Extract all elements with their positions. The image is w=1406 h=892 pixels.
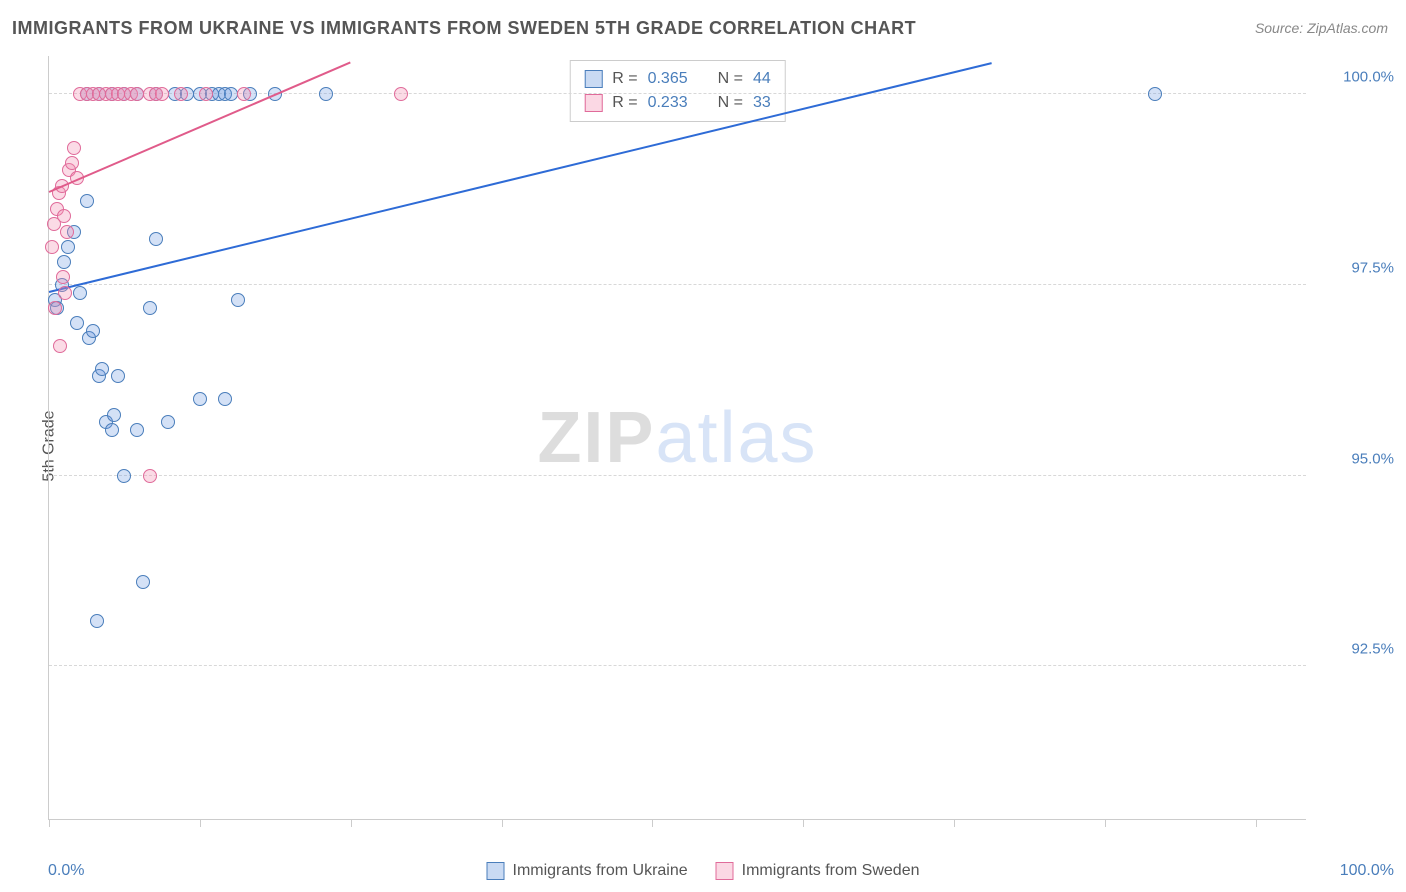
y-tick-label: 92.5%	[1314, 641, 1394, 658]
scatter-point	[199, 87, 213, 101]
legend-label-sweden: Immigrants from Sweden	[742, 862, 920, 880]
stats-row-ukraine: R = 0.365 N = 44	[584, 67, 771, 91]
stats-row-sweden: R = 0.233 N = 33	[584, 91, 771, 115]
source-site: ZipAtlas.com	[1307, 20, 1388, 36]
x-tick	[351, 819, 352, 827]
scatter-point	[57, 209, 71, 223]
scatter-point	[58, 286, 72, 300]
x-axis-max-label: 100.0%	[1340, 862, 1394, 880]
scatter-point	[57, 255, 71, 269]
scatter-point	[80, 194, 94, 208]
scatter-point	[73, 286, 87, 300]
source-label: Source:	[1255, 20, 1307, 36]
x-tick	[1256, 819, 1257, 827]
x-tick	[49, 819, 50, 827]
stat-n-label: N =	[718, 91, 743, 115]
x-tick	[502, 819, 503, 827]
scatter-point	[61, 240, 75, 254]
watermark-atlas: atlas	[655, 398, 817, 478]
x-tick	[652, 819, 653, 827]
watermark-zip: ZIP	[537, 398, 655, 478]
stat-n-label: N =	[718, 67, 743, 91]
x-tick	[1105, 819, 1106, 827]
x-tick	[803, 819, 804, 827]
swatch-pink-icon	[716, 862, 734, 880]
scatter-point	[155, 87, 169, 101]
scatter-point	[193, 392, 207, 406]
scatter-point	[136, 575, 150, 589]
stat-r-label: R =	[612, 67, 637, 91]
scatter-point	[1148, 87, 1162, 101]
scatter-point	[60, 225, 74, 239]
scatter-point	[65, 156, 79, 170]
chart-title: IMMIGRANTS FROM UKRAINE VS IMMIGRANTS FR…	[12, 18, 916, 39]
stat-n-value-ukraine: 44	[753, 67, 771, 91]
x-tick	[200, 819, 201, 827]
scatter-point	[218, 392, 232, 406]
scatter-point	[149, 232, 163, 246]
scatter-point	[107, 408, 121, 422]
scatter-point	[105, 423, 119, 437]
swatch-pink-icon	[584, 94, 602, 112]
scatter-point	[67, 141, 81, 155]
scatter-point	[90, 614, 104, 628]
scatter-point	[70, 316, 84, 330]
scatter-point	[231, 293, 245, 307]
scatter-plot-area: ZIPatlas R = 0.365 N = 44 R = 0.233 N = …	[48, 56, 1306, 820]
swatch-blue-icon	[487, 862, 505, 880]
scatter-point	[237, 87, 251, 101]
watermark: ZIPatlas	[537, 397, 817, 479]
stat-n-value-sweden: 33	[753, 91, 771, 115]
trend-line	[49, 62, 351, 194]
y-tick-label: 97.5%	[1314, 259, 1394, 276]
legend-item-ukraine: Immigrants from Ukraine	[487, 862, 688, 880]
scatter-point	[95, 362, 109, 376]
scatter-point	[130, 423, 144, 437]
scatter-point	[48, 301, 62, 315]
gridline	[49, 475, 1306, 476]
x-tick	[954, 819, 955, 827]
scatter-point	[111, 369, 125, 383]
x-axis-min-label: 0.0%	[48, 862, 84, 880]
stats-legend-box: R = 0.365 N = 44 R = 0.233 N = 33	[569, 60, 786, 122]
y-tick-label: 100.0%	[1314, 69, 1394, 86]
scatter-point	[53, 339, 67, 353]
legend-label-ukraine: Immigrants from Ukraine	[513, 862, 688, 880]
scatter-point	[161, 415, 175, 429]
stat-r-label: R =	[612, 91, 637, 115]
scatter-point	[174, 87, 188, 101]
source-attribution: Source: ZipAtlas.com	[1255, 20, 1388, 36]
legend-item-sweden: Immigrants from Sweden	[716, 862, 920, 880]
scatter-point	[394, 87, 408, 101]
scatter-point	[117, 469, 131, 483]
scatter-point	[143, 469, 157, 483]
bottom-legend: Immigrants from Ukraine Immigrants from …	[487, 862, 920, 880]
scatter-point	[86, 324, 100, 338]
y-tick-label: 95.0%	[1314, 450, 1394, 467]
gridline	[49, 665, 1306, 666]
scatter-point	[319, 87, 333, 101]
stat-r-value-sweden: 0.233	[648, 91, 688, 115]
swatch-blue-icon	[584, 70, 602, 88]
stat-r-value-ukraine: 0.365	[648, 67, 688, 91]
gridline	[49, 284, 1306, 285]
scatter-point	[45, 240, 59, 254]
scatter-point	[56, 270, 70, 284]
scatter-point	[143, 301, 157, 315]
